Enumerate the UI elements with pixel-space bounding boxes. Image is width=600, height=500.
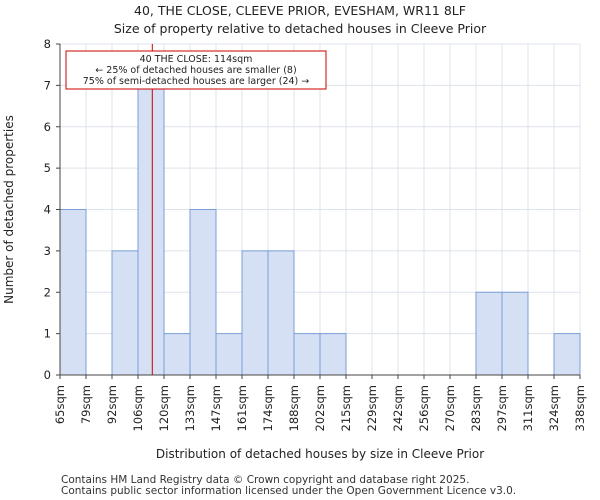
x-tick-label: 174sqm <box>261 385 275 431</box>
bar-202sqm <box>319 333 347 376</box>
x-tick-label: 283sqm <box>469 385 483 431</box>
x-tick-label: 229sqm <box>365 385 379 431</box>
bar-120sqm <box>163 333 191 376</box>
annotation-line-2: ← 25% of detached houses are smaller (8) <box>95 65 296 76</box>
x-tick-label: 297sqm <box>495 385 509 431</box>
bar-147sqm <box>215 333 243 376</box>
y-tick-label: 7 <box>44 78 51 92</box>
bar-layer <box>59 84 581 376</box>
x-tick-label: 242sqm <box>391 385 405 431</box>
x-tick-label: 202sqm <box>313 385 327 431</box>
x-tick-label: 311sqm <box>521 385 535 431</box>
y-tick-label: 1 <box>44 327 51 341</box>
y-axis-label: Number of detached properties <box>2 115 16 304</box>
label-layer: 0 1 2 3 4 5 6 7 8 65sqm 79sqm 92sqm 106sqm 120sqm 133s… <box>2 37 587 461</box>
annotation-box <box>65 50 327 90</box>
y-tick-label: 4 <box>44 203 51 217</box>
bar-324sqm <box>553 333 581 376</box>
x-tick-label: 188sqm <box>287 385 301 431</box>
y-tick-label: 2 <box>44 285 51 299</box>
bar-161sqm <box>241 250 269 376</box>
y-tick-label: 6 <box>44 120 51 134</box>
y-tick-label: 8 <box>44 37 51 51</box>
x-tick-label: 256sqm <box>417 385 431 431</box>
bar-174sqm <box>267 250 295 376</box>
annotation-line-1: 40 THE CLOSE: 114sqm <box>140 54 253 65</box>
x-tick-label: 120sqm <box>157 385 171 431</box>
x-tick-label: 161sqm <box>235 385 249 431</box>
x-tick-label: 338sqm <box>573 385 587 431</box>
x-tick-label: 215sqm <box>339 385 353 431</box>
bar-297sqm <box>501 291 529 376</box>
annotation-line-3: 75% of semi-detached houses are larger (… <box>83 76 310 87</box>
bar-188sqm <box>293 333 321 376</box>
y-tick-label: 5 <box>44 161 51 175</box>
x-axis-label: Distribution of detached houses by size … <box>156 447 484 461</box>
bar-133sqm <box>189 209 217 376</box>
x-tick-label: 79sqm <box>79 385 93 424</box>
y-tick-label: 3 <box>44 244 51 258</box>
chart-subtitle: Size of property relative to detached ho… <box>113 21 487 36</box>
annotation-layer: 40 THE CLOSE: 114sqm← 25% of detached ho… <box>65 44 327 375</box>
y-tick-label: 0 <box>44 368 51 382</box>
x-tick-label: 65sqm <box>53 385 67 424</box>
x-tick-label: 324sqm <box>547 385 561 431</box>
bar-283sqm <box>475 291 503 376</box>
bar-92sqm <box>111 250 139 376</box>
x-tick-label: 270sqm <box>443 385 457 431</box>
x-tick-label: 106sqm <box>131 385 145 431</box>
bar-65sqm <box>59 209 87 376</box>
chart-title: 40, THE CLOSE, CLEEVE PRIOR, EVESHAM, WR… <box>134 3 466 18</box>
axis-layer <box>56 43 581 379</box>
footer-line-2: Contains public sector information licen… <box>61 485 517 497</box>
footer-line-1: Contains HM Land Registry data © Crown c… <box>61 474 470 486</box>
bar-106sqm <box>137 84 165 376</box>
x-tick-label: 147sqm <box>209 385 223 431</box>
x-tick-label: 92sqm <box>105 385 119 424</box>
x-tick-label: 133sqm <box>183 385 197 431</box>
